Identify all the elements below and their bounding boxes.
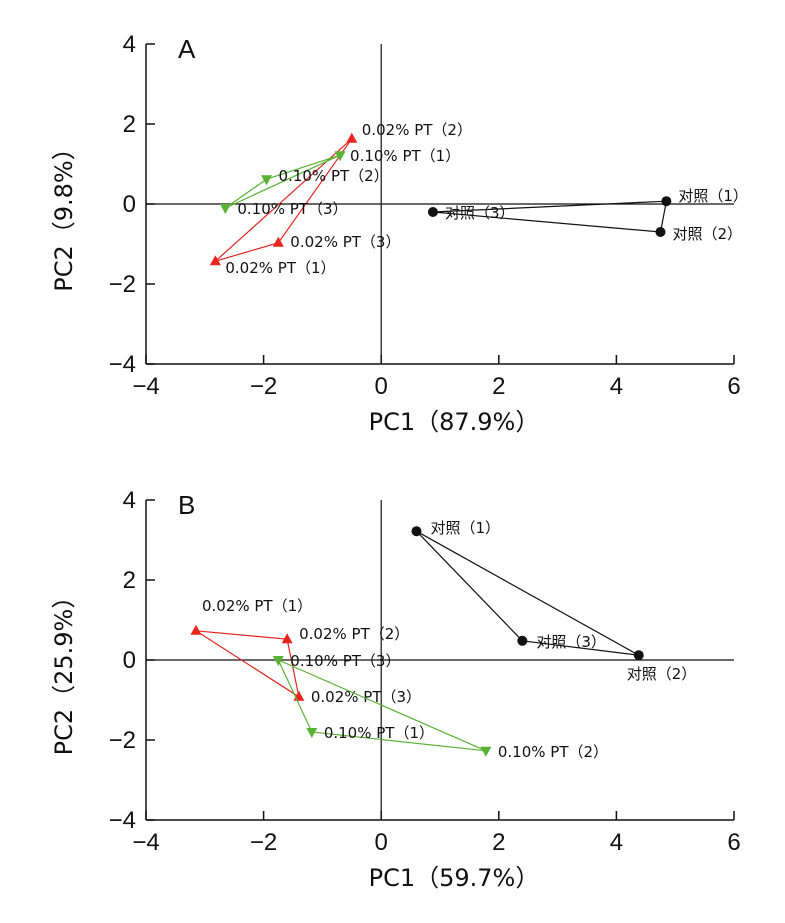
- point-label: 对照（1）: [678, 187, 748, 205]
- x-axis-title: PC1（59.7%）: [369, 864, 540, 892]
- point-label: 0.10% PT（2）: [498, 743, 608, 761]
- y-tick-label: 2: [123, 567, 136, 594]
- point-label: 0.02% PT（2）: [299, 625, 409, 643]
- y-axis-title: PC2（25.9%）: [50, 585, 78, 756]
- x-tick-label: 4: [610, 373, 623, 400]
- y-tick-label: −2: [109, 271, 136, 298]
- y-tick-label: 0: [123, 191, 136, 218]
- x-tick-label: 4: [610, 829, 623, 856]
- data-point: [261, 175, 273, 186]
- x-tick-label: −4: [132, 373, 159, 400]
- x-tick-label: 6: [727, 829, 740, 856]
- series-outline: [416, 530, 640, 656]
- data-point: [272, 656, 284, 666]
- point-label: 0.02% PT（2）: [362, 121, 472, 139]
- data-point: [411, 526, 422, 537]
- x-axis-title: PC1（87.9%）: [369, 408, 540, 436]
- data-point: [281, 633, 293, 644]
- point-label: 0.10% PT（1）: [324, 724, 434, 742]
- panel-a: −4 −2 0 2 4 6 −4 −2 0 2 4 PC1（87.9%） PC2（9.8%） A 0.02%…: [50, 31, 748, 436]
- point-label: 0.10% PT（2）: [279, 167, 389, 185]
- series-outline: [225, 154, 341, 209]
- data-point: [334, 151, 346, 162]
- series-outline: [195, 630, 300, 699]
- point-label: 0.02% PT（1）: [225, 259, 335, 277]
- point-label: 对照（3）: [445, 204, 515, 222]
- y-tick-label: 0: [123, 647, 136, 674]
- point-label: 0.02% PT（3）: [311, 688, 421, 706]
- point-label: 0.02% PT（3）: [290, 233, 400, 251]
- point-label: 0.10% PT（1）: [350, 147, 460, 165]
- data-point: [427, 207, 438, 217]
- point-label: 对照（2）: [673, 225, 743, 243]
- point-label: 对照（1）: [430, 519, 500, 537]
- data-point: [190, 624, 202, 635]
- data-point: [517, 635, 528, 646]
- y-tick-label: 4: [123, 31, 136, 58]
- data-point: [346, 132, 358, 143]
- point-label: 对照（3）: [536, 633, 606, 651]
- point-label: 0.10% PT（3）: [237, 200, 347, 218]
- data-point: [633, 650, 644, 661]
- point-label: 0.02% PT（1）: [202, 597, 312, 615]
- series-outline: [277, 658, 487, 752]
- panel-b: −4 −2 0 2 4 6 −4 −2 0 2 4 PC1（59.7%） PC2（25.9%） B 0.02…: [50, 487, 741, 892]
- data-point: [209, 255, 221, 266]
- data-point: [272, 236, 284, 247]
- series-outline: [214, 138, 353, 262]
- y-tick-label: 4: [123, 487, 136, 514]
- point-label: 对照（2）: [627, 665, 697, 683]
- panel-label: A: [178, 34, 196, 64]
- y-tick-label: −4: [109, 807, 136, 834]
- x-tick-label: 0: [375, 829, 388, 856]
- y-tick-label: −2: [109, 727, 136, 754]
- x-tick-label: −4: [132, 829, 159, 856]
- y-tick-label: −4: [109, 351, 136, 378]
- data-point: [655, 227, 666, 237]
- point-label: 0.10% PT（3）: [290, 652, 400, 670]
- panel-label: B: [178, 490, 195, 520]
- y-axis-title: PC2（9.8%）: [50, 136, 78, 291]
- y-tick-label: 2: [123, 111, 136, 138]
- x-tick-label: 0: [375, 373, 388, 400]
- series-outline: [432, 200, 668, 233]
- data-point: [219, 204, 231, 214]
- x-tick-label: 6: [727, 373, 740, 400]
- x-tick-label: −2: [250, 373, 277, 400]
- data-point: [306, 728, 318, 738]
- x-tick-label: 2: [492, 829, 505, 856]
- x-tick-label: −2: [250, 829, 277, 856]
- data-point: [480, 746, 492, 757]
- x-tick-label: 2: [492, 373, 505, 400]
- data-point: [661, 196, 672, 207]
